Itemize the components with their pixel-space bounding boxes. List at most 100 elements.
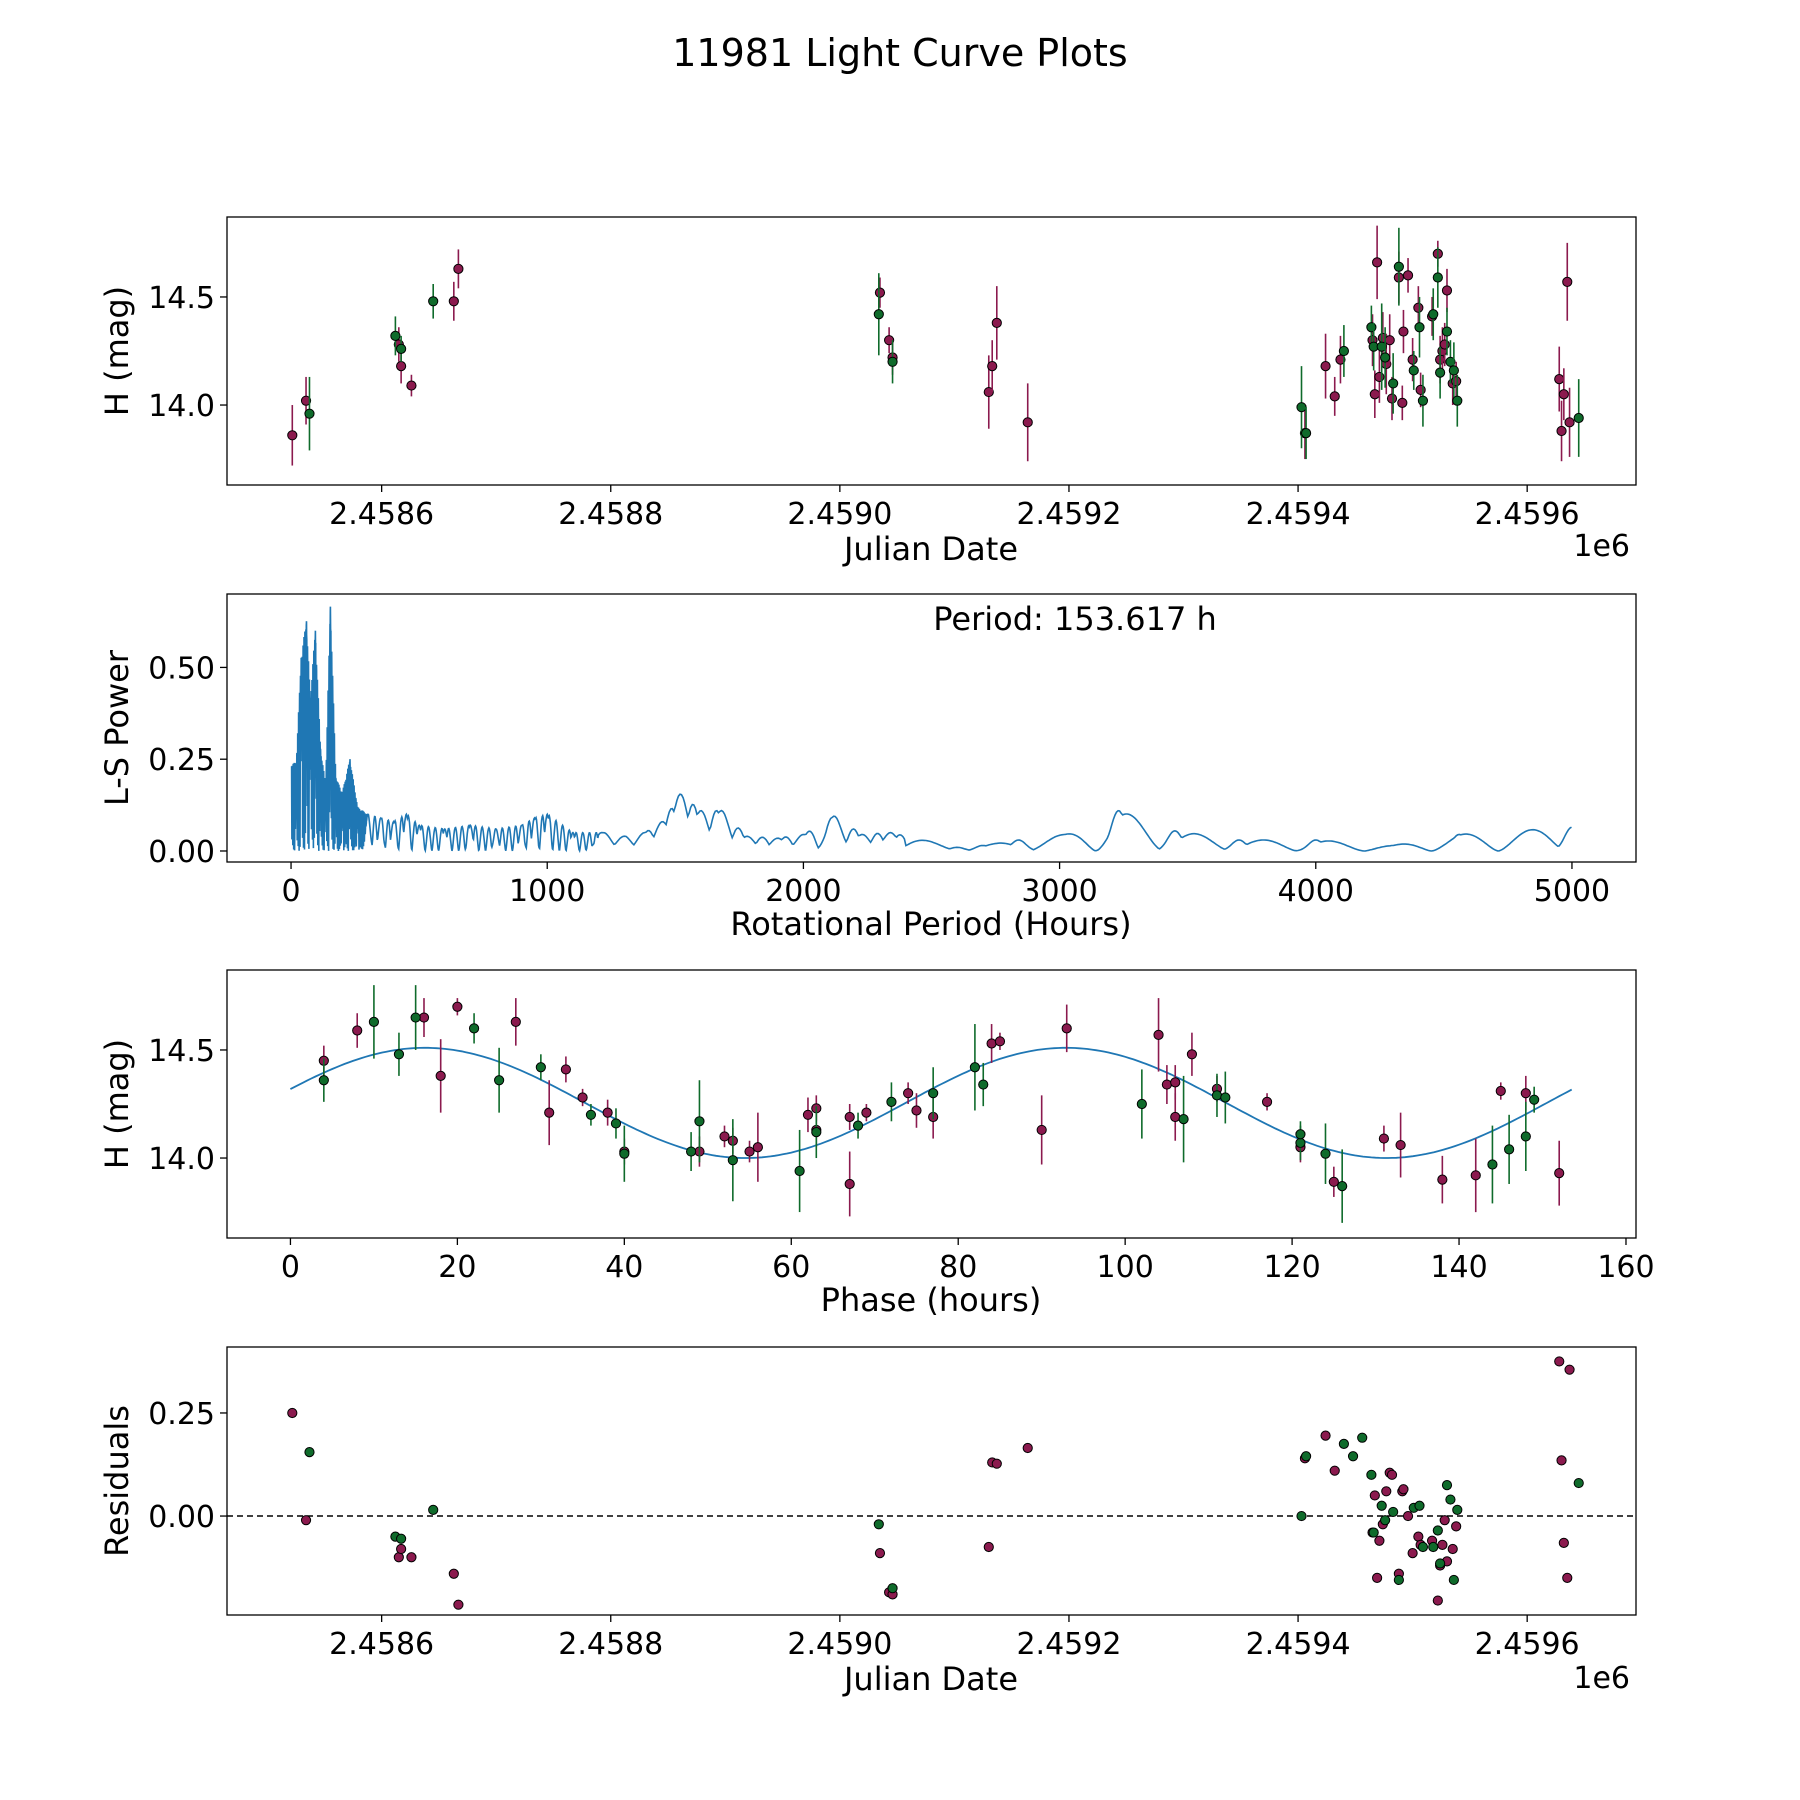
lightcurve-point [1556,425,1567,437]
lightcurve-point [1296,402,1307,413]
lightcurve-point [1413,302,1424,313]
lightcurve-point [1372,257,1383,268]
lightcurve-xtick-label: 2.4590 [787,497,892,532]
phased-point [468,1023,480,1034]
residuals-point [1388,1506,1399,1518]
residuals-point [448,1568,459,1579]
phased-point [393,1049,405,1060]
residuals-xtick-label: 2.4586 [329,1627,434,1662]
phased-point [1220,1092,1231,1103]
phased-point [686,1146,697,1157]
residuals-point [1386,1469,1398,1480]
residuals-xtick-label: 2.4590 [787,1627,892,1662]
phased-point [1161,1079,1172,1090]
phased-point [1529,1094,1540,1105]
phased-xtick-label: 20 [438,1250,476,1285]
phased-point [1061,1023,1072,1034]
phased-point [535,1062,546,1073]
residuals-point [1452,1504,1463,1515]
lightcurve-point [1393,261,1404,272]
lightcurve-point [1408,365,1419,376]
phased-point [1328,1176,1339,1187]
residuals-point [1428,1541,1439,1553]
lightcurve-point [1407,354,1418,365]
lightcurve-point [1554,373,1565,385]
lightcurve-point [396,361,407,372]
lightcurve-point [1417,395,1429,406]
phased-panel: 0 20 40 60 80 100 120 140 160 14.0 14.5 Phase (hou… [98,969,1655,1319]
periodogram-ytick-label: 0.50 [148,651,215,686]
phased-point [510,1016,521,1027]
residuals-point [428,1504,439,1515]
residuals-point [453,1599,464,1610]
lightcurve-point [428,296,439,307]
lightcurve-xtick-label: 2.4594 [1246,497,1351,532]
lightcurve-panel: 2.4586 2.4588 2.4590 2.4592 2.4594 2.4596 14.0… [98,216,1637,568]
lightcurve-xtick-label: 2.4588 [558,497,663,532]
residuals-point [1432,1595,1443,1606]
lightcurve-point [1384,335,1395,346]
phased-point [719,1131,730,1142]
residuals-point [1439,1515,1450,1526]
phased-point [1337,1181,1348,1192]
residuals-xtick-label: 2.4588 [558,1627,663,1662]
lightcurve-xlabel: Julian Date [842,530,1018,568]
lightcurve-point [1335,354,1346,365]
lightcurve-point [1414,322,1425,333]
residuals-point [991,1458,1002,1469]
phased-point [452,1001,463,1012]
lightcurve-point [1374,371,1385,383]
residuals-point [304,1447,315,1458]
phased-point [1170,1111,1181,1123]
lightcurve-point [300,395,312,406]
lightcurve-point [987,361,998,372]
phased-point [435,1070,446,1082]
residuals-point [1556,1455,1567,1466]
periodogram-frame [226,593,1637,863]
phased-xtick-label: 0 [281,1250,300,1285]
lightcurve-point [1432,272,1443,283]
phased-point [619,1148,630,1159]
phased-point [560,1064,571,1075]
lightcurve-point [1369,389,1380,400]
lightcurve-point [1022,417,1033,428]
lightcurve-point [1329,391,1340,402]
residuals-point [287,1407,298,1419]
phased-point [886,1096,897,1107]
phased-xtick-label: 160 [1597,1250,1654,1285]
lightcurve-point [453,263,464,274]
residuals-point [1369,1490,1380,1501]
residuals-point [1445,1494,1456,1505]
lightcurve-frame [226,216,1637,486]
lightcurve-offset-label: 1e6 [1573,529,1630,564]
lightcurve-point [396,343,407,354]
residuals-xlabel: Julian Date [842,1660,1018,1698]
residuals-offset-label: 1e6 [1573,1661,1630,1696]
phased-point [1495,1085,1506,1097]
residuals-ytick-label: 0.25 [148,1397,215,1432]
phased-ylabel: H (mag) [98,1039,136,1169]
phased-point [1170,1077,1181,1088]
residuals-point [983,1541,994,1553]
residuals-point [1402,1510,1414,1522]
lightcurve-point [406,380,417,391]
phased-point [1261,1096,1273,1107]
residuals-point [1417,1541,1429,1553]
residuals-point [1381,1486,1392,1497]
lightcurve-point [887,356,898,367]
phased-point [1487,1159,1498,1170]
phased-point [794,1165,805,1177]
lightcurve-point [983,386,994,398]
phased-point [494,1075,505,1086]
periodogram-xtick-label: 0 [281,874,300,909]
phased-point [585,1109,597,1120]
lightcurve-point [1397,397,1408,408]
phased-xtick-label: 40 [605,1250,643,1285]
residuals-point [396,1533,407,1544]
lightcurve-point [1558,389,1569,400]
residuals-point [1432,1525,1443,1536]
phased-point [744,1146,755,1157]
phased-point [727,1155,738,1166]
lightcurve-point [1573,412,1584,424]
